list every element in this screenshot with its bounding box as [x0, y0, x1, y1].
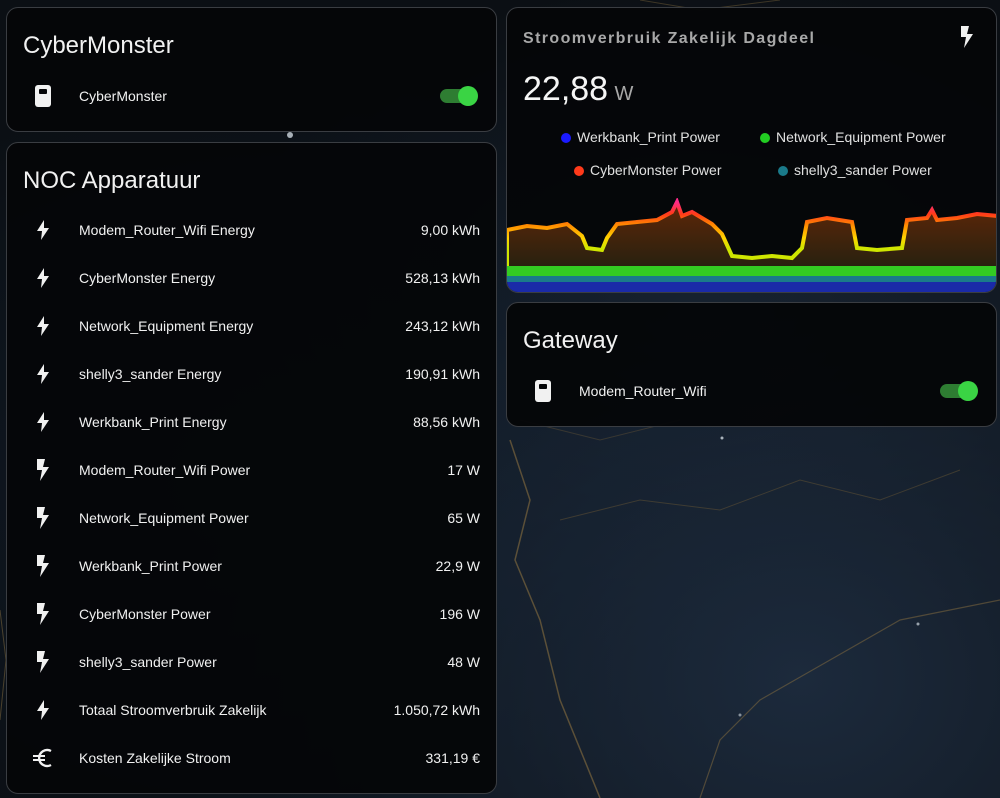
noc-entity-row[interactable]: Modem_Router_Wifi Energy 9,00 kWh — [7, 206, 496, 254]
legend-label: CyberMonster Power — [590, 162, 722, 178]
cybermonster-card-title: CyberMonster — [23, 32, 174, 59]
toggle-knob — [458, 86, 478, 106]
entity-name: Kosten Zakelijke Stroom — [79, 750, 231, 766]
entity-name: CyberMonster Energy — [79, 270, 216, 286]
cybermonster-switch-label: CyberMonster — [79, 88, 167, 104]
cybermonster-series-area — [507, 198, 996, 270]
legend-dot — [574, 166, 584, 176]
power-bolt-icon — [23, 498, 63, 538]
entity-value: 1.050,72 kWh — [393, 702, 480, 718]
entity-value: 88,56 kWh — [413, 414, 480, 430]
power-area-graph[interactable] — [507, 198, 997, 293]
entity-value: 190,91 kWh — [405, 366, 480, 382]
entity-value: 48 W — [447, 654, 480, 670]
toggle-knob — [958, 381, 978, 401]
legend-network-equipment[interactable]: Network_Equipment Power — [760, 129, 946, 145]
noc-entity-row[interactable]: Network_Equipment Energy 243,12 kWh — [7, 302, 496, 350]
entity-name: CyberMonster Power — [79, 606, 211, 622]
entity-name: Modem_Router_Wifi Power — [79, 462, 251, 478]
cybermonster-card: CyberMonster CyberMonster — [6, 7, 497, 132]
noc-entity-row[interactable]: Kosten Zakelijke Stroom 331,19 € — [7, 734, 496, 782]
power-graph-card[interactable]: Stroomverbruik Zakelijk Dagdeel 22,88 W … — [506, 7, 997, 293]
power-bolt-icon — [23, 450, 63, 490]
entity-value: 65 W — [447, 510, 480, 526]
entity-name: Totaal Stroomverbruik Zakelijk — [79, 702, 267, 718]
noc-card-title: NOC Apparatuur — [23, 167, 201, 194]
legend-cybermonster[interactable]: CyberMonster Power — [574, 162, 722, 178]
gateway-card: Gateway Modem_Router_Wifi — [506, 302, 997, 427]
graph-unit: W — [614, 83, 634, 105]
entity-value: 9,00 kWh — [420, 222, 480, 238]
legend-dot — [561, 133, 571, 143]
flash-icon — [23, 210, 63, 250]
noc-entity-row[interactable]: CyberMonster Energy 528,13 kWh — [7, 254, 496, 302]
flash-icon — [23, 354, 63, 394]
entity-name: Werkbank_Print Power — [79, 558, 222, 574]
noc-entity-row[interactable]: shelly3_sander Power 48 W — [7, 638, 496, 686]
flash-icon — [23, 690, 63, 730]
noc-entity-row[interactable]: Werkbank_Print Power 22,9 W — [7, 542, 496, 590]
gateway-card-title: Gateway — [523, 327, 618, 354]
entity-name: Network_Equipment Power — [79, 510, 249, 526]
noc-apparatuur-card: NOC Apparatuur Modem_Router_Wifi Energy 9… — [6, 142, 497, 794]
power-socket-icon — [23, 76, 63, 116]
werkbank-print-series — [507, 282, 996, 292]
flash-icon — [23, 306, 63, 346]
entity-value: 331,19 € — [425, 750, 481, 766]
legend-label: shelly3_sander Power — [794, 162, 932, 178]
noc-entity-row[interactable]: Modem_Router_Wifi Power 17 W — [7, 446, 496, 494]
legend-dot — [760, 133, 770, 143]
entity-value: 22,9 W — [435, 558, 480, 574]
noc-entity-row[interactable]: Totaal Stroomverbruik Zakelijk 1.050,72 k… — [7, 686, 496, 734]
gateway-toggle[interactable] — [940, 381, 978, 401]
noc-entity-row[interactable]: Werkbank_Print Energy 88,56 kWh — [7, 398, 496, 446]
flash-icon — [23, 258, 63, 298]
gateway-switch-label: Modem_Router_Wifi — [579, 383, 707, 399]
power-socket-icon — [523, 371, 563, 411]
entity-value: 528,13 kWh — [405, 270, 480, 286]
noc-entity-row[interactable]: CyberMonster Power 196 W — [7, 590, 496, 638]
legend-dot — [778, 166, 788, 176]
entity-value: 243,12 kWh — [405, 318, 480, 334]
graph-card-title: Stroomverbruik Zakelijk Dagdeel — [523, 30, 816, 47]
legend-label: Network_Equipment Power — [776, 129, 946, 145]
power-bolt-icon — [23, 546, 63, 586]
power-bolt-icon — [23, 594, 63, 634]
noc-entity-row[interactable]: Network_Equipment Power 65 W — [7, 494, 496, 542]
legend-label: Werkbank_Print Power — [577, 129, 720, 145]
entity-value: 17 W — [447, 462, 480, 478]
legend-shelly3-sander[interactable]: shelly3_sander Power — [778, 162, 932, 178]
cybermonster-switch-row[interactable]: CyberMonster — [7, 72, 496, 120]
power-bolt-icon — [23, 642, 63, 682]
noc-entity-row[interactable]: shelly3_sander Energy 190,91 kWh — [7, 350, 496, 398]
gateway-switch-row[interactable]: Modem_Router_Wifi — [507, 367, 996, 415]
entity-name: shelly3_sander Power — [79, 654, 217, 670]
power-bolt-icon — [960, 26, 974, 53]
entity-value: 196 W — [439, 606, 480, 622]
entity-name: Network_Equipment Energy — [79, 318, 254, 334]
graph-current-value: 22,88 — [523, 70, 609, 108]
network-equipment-series — [507, 266, 996, 276]
shelly-series — [507, 276, 996, 282]
euro-icon — [23, 738, 63, 778]
entity-name: Modem_Router_Wifi Energy — [79, 222, 255, 238]
legend-werkbank-print[interactable]: Werkbank_Print Power — [561, 129, 720, 145]
entity-name: shelly3_sander Energy — [79, 366, 222, 382]
entity-name: Werkbank_Print Energy — [79, 414, 227, 430]
flash-icon — [23, 402, 63, 442]
cybermonster-toggle[interactable] — [440, 86, 478, 106]
